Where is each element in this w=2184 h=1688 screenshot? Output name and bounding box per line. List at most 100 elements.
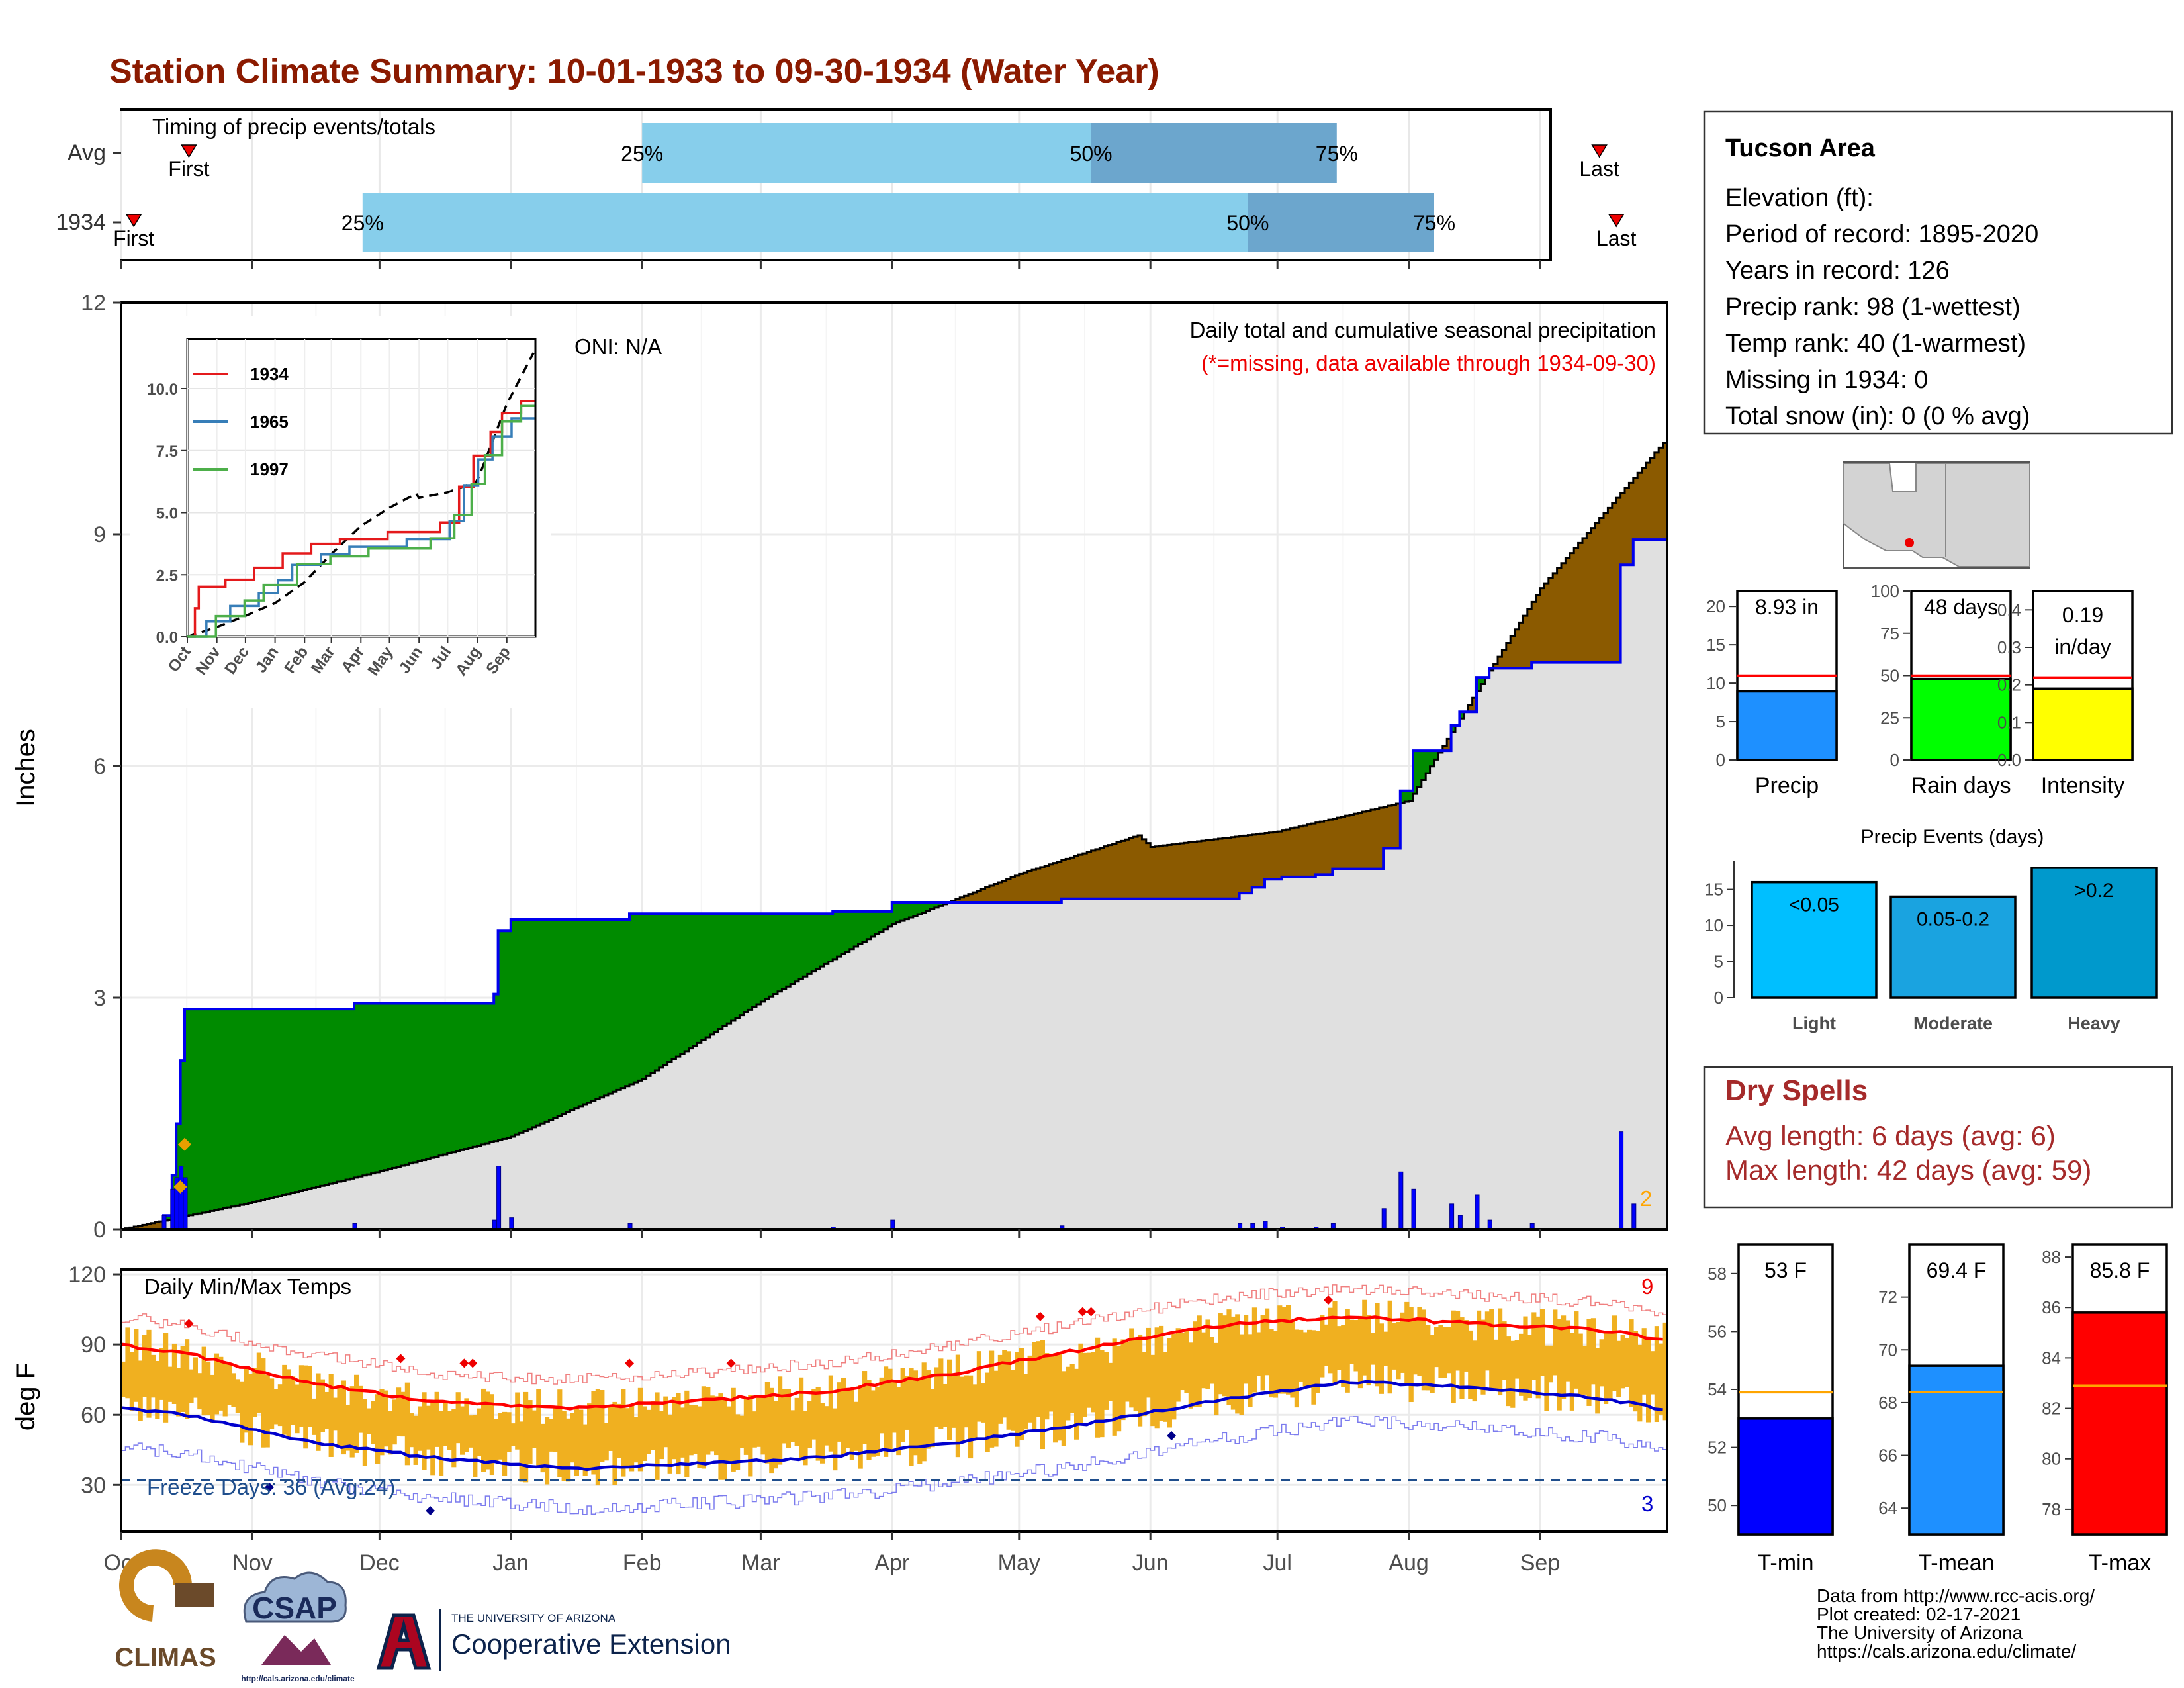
daily-temp-bar-93: [515, 1392, 520, 1450]
precip-subtitle: Daily total and cumulative seasonal prec…: [1190, 318, 1656, 342]
daily-temp-bar-244: [1154, 1327, 1160, 1429]
timing-pct-label-0-2: 75%: [1316, 142, 1358, 165]
daily-temp-bar-53: [345, 1404, 351, 1451]
temp-ytick-label-2: 90: [81, 1333, 106, 1358]
timing-bar-50-75-0: [1091, 123, 1337, 183]
precip-avg-cumulative-line: [121, 442, 1667, 1231]
daily-temp-bar-35: [269, 1378, 275, 1429]
daily-temp-bar-172: [849, 1389, 854, 1460]
daily-temp-bar-290: [1349, 1319, 1355, 1364]
daily-temp-bar-207: [997, 1354, 1003, 1424]
daily-temp-bar-124: [646, 1409, 651, 1454]
temp-panel-frame: [120, 1268, 1668, 1533]
daily-temp-bar-330: [1519, 1333, 1524, 1396]
daily-precip-bar-14: [179, 1166, 184, 1230]
daily-temp-bar-22: [214, 1353, 219, 1415]
daily-temp-bar-296: [1375, 1303, 1380, 1387]
daily-temp-bar-204: [985, 1372, 990, 1452]
daily-precip-bar-316: [1457, 1215, 1463, 1230]
daily-temp-bar-121: [633, 1417, 639, 1463]
daily-temp-bar-144: [731, 1387, 736, 1472]
daily-temp-bar-123: [642, 1406, 647, 1461]
daily-temp-bar-189: [921, 1362, 927, 1462]
daily-temp-bar-158: [790, 1410, 796, 1442]
daily-temp-bar-195: [947, 1359, 952, 1440]
daily-temp-bar-74: [434, 1391, 439, 1447]
daily-temp-bar-315: [1455, 1311, 1461, 1371]
dry-spells-box: Dry Spells Avg length: 6 days (avg: 6) M…: [1703, 1066, 2173, 1209]
daily-temp-bar-181: [887, 1368, 893, 1450]
daily-temp-bar-81: [464, 1398, 469, 1452]
month-label-3: Jan: [492, 1550, 529, 1575]
daily-temp-bar-235: [1116, 1346, 1122, 1432]
daily-temp-bar-156: [782, 1389, 787, 1444]
daily-temp-bar-143: [727, 1406, 732, 1464]
timing-pct-label-1-1: 50%: [1226, 211, 1269, 235]
daily-temp-bar-57: [362, 1399, 367, 1466]
avg-tmax-line: [120, 1315, 1663, 1411]
summary-bar-tick-label-0-4: 0: [1716, 750, 1725, 770]
daily-temp-bar-249: [1175, 1328, 1181, 1402]
timing-pct-label-0-1: 50%: [1070, 142, 1113, 165]
daily-temp-bar-88: [494, 1419, 499, 1464]
daily-temp-bar-347: [1590, 1318, 1596, 1385]
daily-temp-bar-34: [265, 1375, 270, 1448]
csap-cloud-icon: [243, 1571, 347, 1623]
record-high-marker-0: [184, 1319, 194, 1329]
daily-temp-bar-21: [210, 1374, 215, 1423]
daily-temp-bar-149: [752, 1411, 757, 1448]
daily-temp-bar-343: [1574, 1311, 1579, 1389]
record-high-marker-6: [1035, 1311, 1045, 1321]
daily-temp-bar-49: [328, 1374, 334, 1457]
daily-temp-bar-274: [1281, 1307, 1287, 1394]
daily-temp-bar-19: [201, 1346, 206, 1416]
daily-temp-bar-312: [1442, 1327, 1447, 1378]
timing-pct-label-1-0: 25%: [341, 211, 384, 235]
daily-temp-bar-36: [273, 1389, 279, 1425]
events-bar-label-1: 0.05-0.2: [1917, 908, 1989, 930]
daily-temp-bar-133: [684, 1390, 690, 1477]
inset-gridlines: [187, 339, 535, 637]
temp-bar-fill-2: [2071, 1311, 2168, 1536]
daily-temp-bar-329: [1514, 1340, 1520, 1379]
daily-temp-bar-287: [1336, 1326, 1342, 1370]
daily-temp-bar-353: [1616, 1340, 1621, 1397]
summary-bar-tick-label-0-0: 20: [1706, 596, 1725, 616]
precip-panel: 0 3 6 9 12 Inches ONI: N/A Daily total and c…: [11, 291, 1668, 1243]
daily-temp-bar-337: [1548, 1345, 1553, 1383]
daily-temp-bar-60: [375, 1394, 381, 1464]
events-category-1: Moderate: [1913, 1013, 1993, 1033]
daily-temp-bar-179: [879, 1377, 884, 1434]
daily-temp-bar-38: [282, 1364, 287, 1435]
daily-temp-bar-37: [277, 1384, 283, 1427]
daily-temp-bar-340: [1561, 1315, 1567, 1399]
daily-temp-bar-31: [252, 1368, 257, 1417]
daily-temp-bar-212: [1019, 1348, 1024, 1441]
avg-tmin-line: [120, 1380, 1663, 1472]
temp-bar-tick-label-2-5: 78: [2042, 1499, 2061, 1519]
daily-temp-bar-227: [1082, 1352, 1087, 1417]
daily-temp-bar-183: [896, 1387, 901, 1456]
daily-temp-bar-141: [718, 1393, 723, 1480]
daily-temp-bar-270: [1265, 1308, 1270, 1376]
temp-y-axis: 30 60 90 120: [68, 1262, 121, 1498]
daily-temp-bar-314: [1451, 1310, 1456, 1403]
summary-bar-value-unit-2: in/day: [2054, 635, 2111, 659]
info-years: Years in record: 126: [1725, 257, 1950, 285]
daily-temp-bar-120: [629, 1404, 635, 1472]
daily-temp-bar-168: [833, 1408, 838, 1471]
inset-legend-1934: 1934: [250, 364, 289, 384]
daily-temp-bar-211: [1015, 1352, 1020, 1447]
summary-bar-label-2: Intensity: [2041, 773, 2125, 798]
daily-temp-bar-223: [1066, 1366, 1071, 1421]
daily-temp-bar-23: [218, 1356, 224, 1411]
precip-above-avg-area: [163, 668, 1494, 1221]
dry-spells-avg: Avg length: 6 days (avg: 6): [1725, 1120, 2056, 1151]
timing-last-marker-1: [1608, 214, 1625, 228]
daily-temp-bar-326: [1502, 1321, 1507, 1380]
summary-bar-tick-label-1-4: 0: [1890, 750, 1899, 770]
daily-temp-bar-216: [1036, 1341, 1041, 1417]
temp-bar-value-0: 53 F: [1764, 1258, 1807, 1282]
daily-temp-bar-363: [1659, 1343, 1664, 1415]
events-tick-label-2: 5: [1714, 952, 1723, 972]
